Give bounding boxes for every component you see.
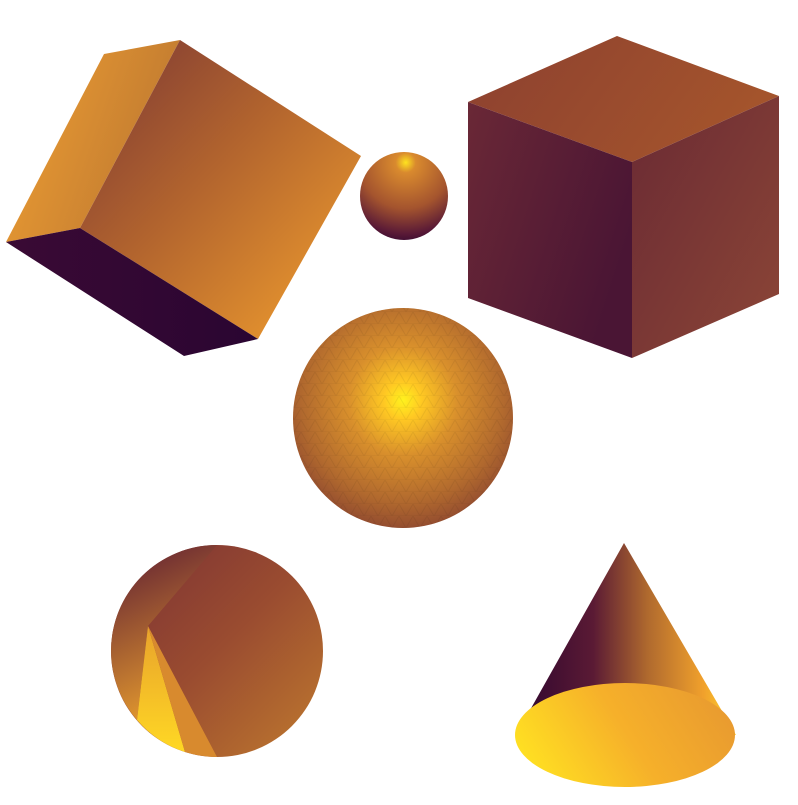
tilted-cube-left-face: [6, 40, 180, 242]
upright-cube-left-face: [468, 102, 632, 358]
large-sphere-facets: [293, 308, 513, 528]
upright-cube: [468, 36, 779, 358]
cone-side-body: [516, 543, 736, 735]
cone-side-view: [515, 543, 736, 787]
cone-side-base: [515, 683, 735, 787]
upright-cube-top-face: [468, 36, 779, 162]
cone-top-left-shade: [111, 545, 217, 720]
small-sphere: [360, 152, 448, 240]
cone-top-highlight: [137, 626, 185, 752]
cone-top-view: [111, 545, 323, 757]
large-faceted-sphere: [293, 308, 513, 528]
upright-cube-right-face: [632, 96, 779, 358]
tilted-cube-front-face: [80, 40, 361, 339]
tilted-cube-bottom-face: [6, 228, 258, 356]
tilted-cube: [6, 40, 361, 356]
cone-top-mid-shade: [148, 626, 217, 757]
